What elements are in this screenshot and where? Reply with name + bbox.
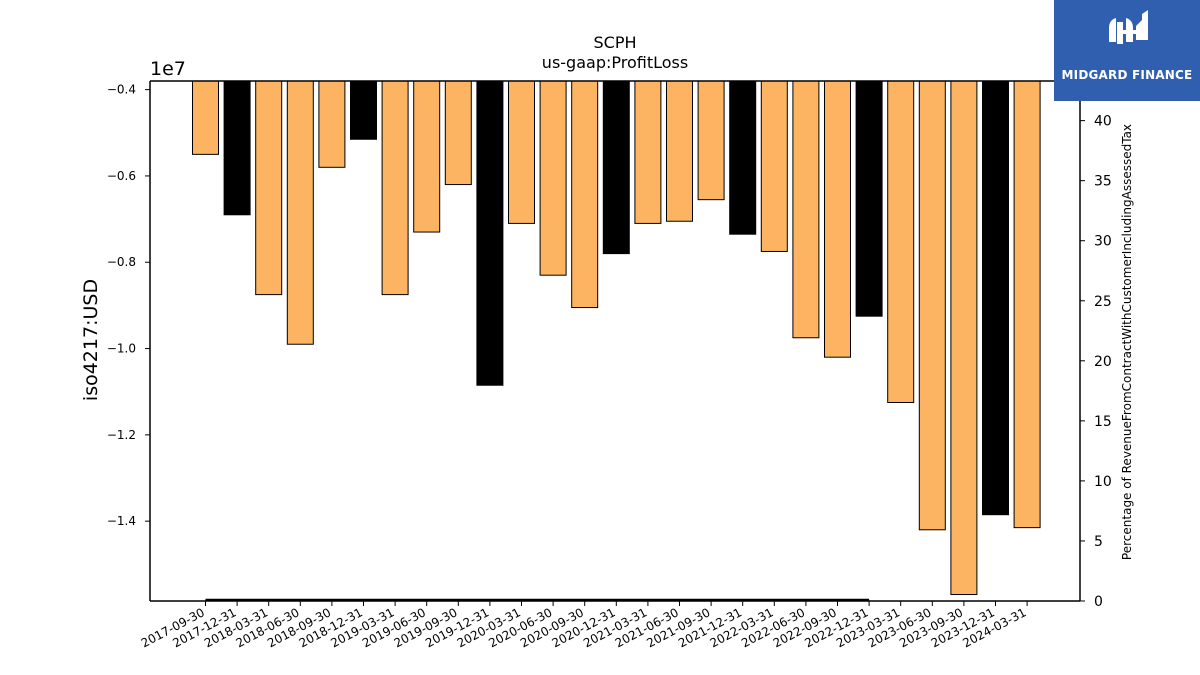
bar-2018-06-30 (286, 80, 314, 345)
y2-tick-label: 40 (1094, 114, 1112, 130)
bar-2019-12-31 (476, 80, 504, 386)
midgard-finance-logo: MIDGARD FINANCE (1054, 0, 1200, 101)
bar-2022-03-31 (760, 80, 788, 252)
y-tick-label: −1.4 (107, 514, 136, 528)
bar-2021-09-30 (697, 80, 725, 201)
bar-2021-06-30 (666, 80, 693, 222)
bar-2023-09-30 (950, 80, 978, 596)
bar-2018-12-31 (350, 80, 377, 140)
bar-2018-09-30 (318, 80, 346, 168)
bar-2022-06-30 (792, 80, 820, 339)
logo-name: MIDGARD FINANCE (1061, 68, 1193, 82)
bar-2023-12-31 (982, 80, 1009, 516)
y-tick-label: −0.8 (107, 255, 136, 269)
bar-2019-09-30 (444, 80, 472, 186)
bar-2021-03-31 (634, 80, 662, 224)
bar-2018-03-31 (255, 80, 283, 296)
bars-group (192, 80, 1041, 596)
bar-2020-12-31 (602, 80, 630, 255)
bar-2017-09-30 (192, 80, 219, 155)
chart-title: SCPH (593, 33, 636, 52)
y2-tick-label: 15 (1094, 414, 1112, 430)
y2-ticks-group: 0 5 10 15 20 25 30 35 40 (1080, 114, 1112, 610)
bar-2017-12-31 (223, 80, 251, 216)
bar-2023-06-30 (918, 80, 946, 531)
x-ticks-group: 2017-09-302017-12-312018-03-312018-06-30… (139, 601, 1029, 650)
bar-2022-09-30 (824, 80, 851, 358)
y-tick-label: −0.6 (107, 169, 136, 183)
chart-subtitle: us-gaap:ProfitLoss (542, 53, 688, 72)
y2-tick-label: 25 (1094, 294, 1112, 310)
y2-tick-label: 35 (1094, 174, 1112, 190)
bar-2023-03-31 (887, 80, 915, 403)
y-axis-label: iso4217:USD (80, 279, 102, 401)
bar-2020-06-30 (539, 80, 567, 276)
bar-2020-03-31 (508, 80, 535, 224)
bar-2022-12-31 (855, 80, 883, 317)
bar-2021-12-31 (729, 80, 757, 235)
y2-tick-label: 0 (1094, 594, 1103, 610)
bar-2020-09-30 (571, 80, 599, 309)
y2-tick-label: 5 (1094, 534, 1103, 550)
bar-2019-06-30 (413, 80, 441, 233)
logo-mark-icon (1109, 10, 1148, 44)
y-tick-label: −1.2 (107, 428, 136, 442)
y-offset-label: 1e7 (150, 58, 186, 80)
y2-tick-label: 10 (1094, 474, 1112, 490)
bar-2024-03-31 (1013, 80, 1041, 529)
y-tick-label: −0.4 (107, 83, 136, 97)
y2-tick-label: 20 (1094, 354, 1112, 370)
axes-group (149, 80, 1081, 602)
y2-axis-label: Percentage of RevenueFromContractWithCus… (1120, 124, 1134, 560)
y2-tick-label: 30 (1094, 234, 1112, 250)
y-tick-label: −1.0 (107, 342, 136, 356)
bar-2019-03-31 (381, 80, 409, 296)
y-ticks-group: −0.4 −0.6 −0.8 −1.0 −1.2 −1.4 (107, 83, 150, 528)
